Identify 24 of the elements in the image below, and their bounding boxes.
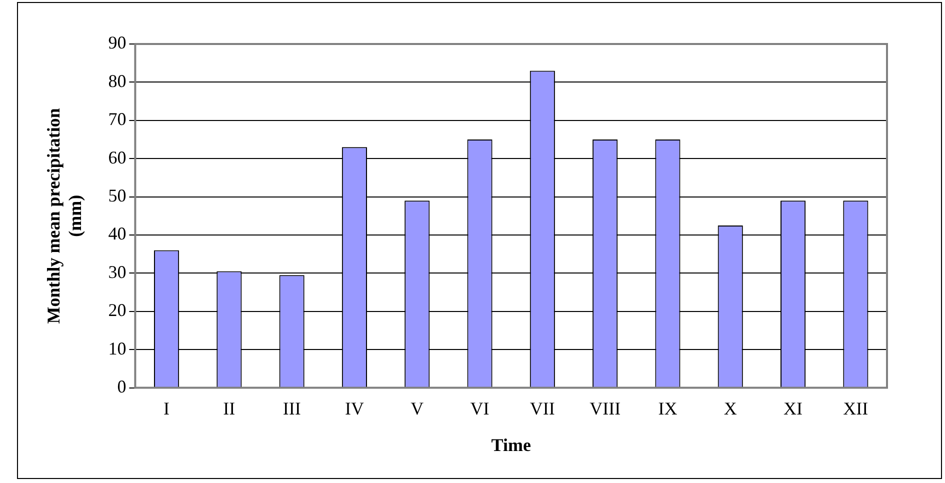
x-tick-label: IX — [658, 398, 678, 418]
x-tick-label: V — [410, 398, 424, 418]
y-tick-label: 50 — [108, 186, 126, 206]
y-tick-label: 0 — [117, 376, 126, 397]
x-tick-label: VIII — [590, 398, 621, 418]
y-tick-label: 10 — [108, 338, 126, 358]
x-tick-label: XI — [784, 398, 803, 418]
y-tick-label: 20 — [108, 300, 126, 320]
y-tick-label: 90 — [108, 32, 126, 53]
x-tick-label: II — [223, 398, 236, 418]
x-tick-label: VI — [470, 398, 490, 418]
x-tick-label: X — [724, 398, 737, 418]
x-tick-label: IV — [344, 398, 364, 418]
x-axis-title: Time — [491, 434, 531, 455]
y-axis-title: Monthly mean precipitation (mm) — [43, 108, 86, 324]
x-tick-label: VII — [530, 398, 555, 418]
y-tick-label: 30 — [108, 262, 126, 282]
x-tick-label: XII — [843, 398, 868, 418]
y-tick-label: 60 — [108, 147, 126, 168]
x-tick-label: I — [164, 398, 170, 418]
x-tick-label: III — [282, 398, 301, 418]
y-tick-label: 40 — [108, 224, 126, 244]
y-tick-label: 70 — [108, 109, 126, 130]
y-tick-label: 80 — [108, 70, 126, 91]
